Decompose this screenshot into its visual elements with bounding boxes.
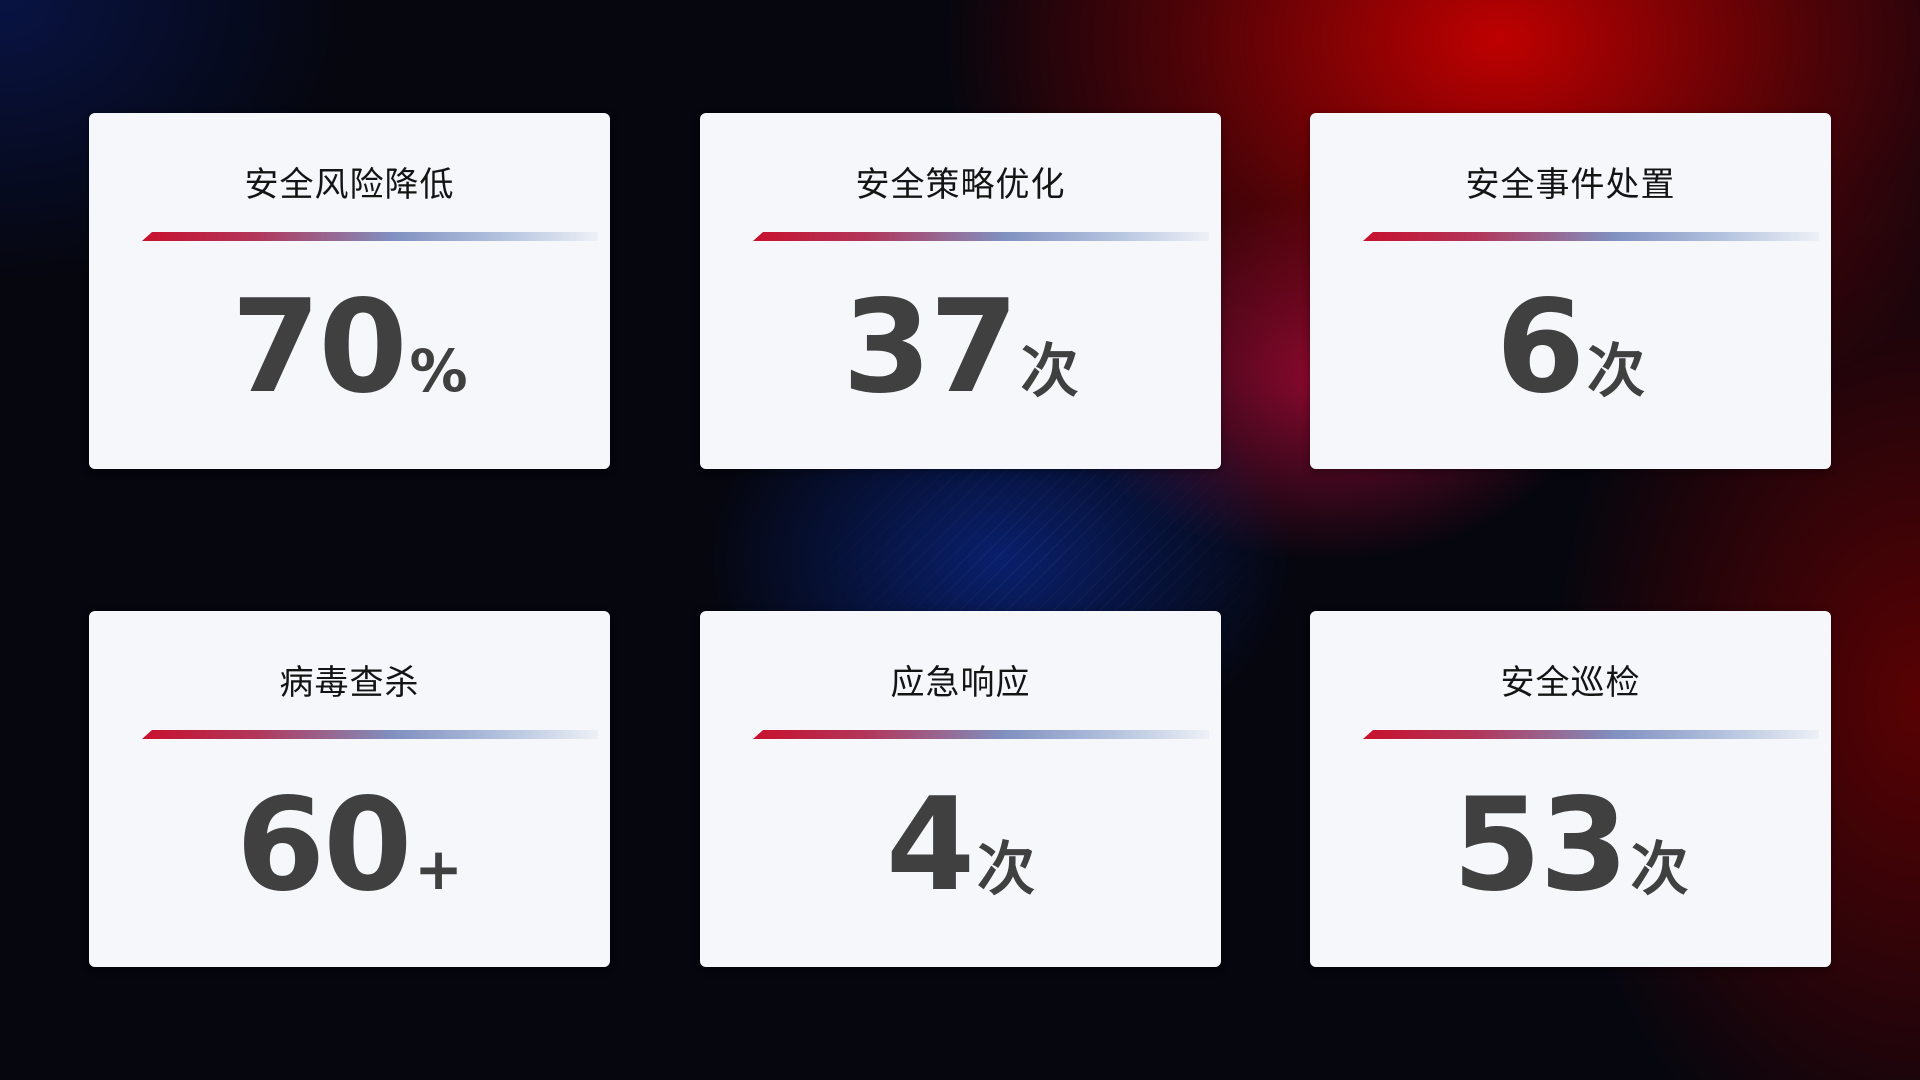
card-divider: [1363, 730, 1819, 739]
card-divider: [753, 730, 1209, 739]
card-value: 53次: [1310, 771, 1831, 920]
stat-card-emergency-response: 应急响应 4次: [700, 611, 1221, 967]
stat-card-risk-reduction: 安全风险降低 70%: [89, 113, 610, 469]
value-number: 53: [1452, 771, 1628, 920]
stat-card-incident-handling: 安全事件处置 6次: [1310, 113, 1831, 469]
value-unit: 次: [977, 835, 1036, 903]
card-divider: [142, 232, 598, 241]
card-value: 6次: [1310, 273, 1831, 422]
card-value: 60+: [89, 771, 610, 920]
value-number: 60: [236, 771, 412, 920]
card-title: 安全策略优化: [855, 165, 1066, 205]
card-title: 安全事件处置: [1465, 165, 1676, 205]
card-divider: [142, 730, 598, 739]
card-value: 70%: [89, 273, 610, 422]
card-divider: [1363, 232, 1819, 241]
card-title: 安全风险降低: [244, 165, 455, 205]
value-number: 37: [842, 273, 1018, 422]
card-value: 37次: [700, 273, 1221, 422]
stat-card-security-inspection: 安全巡检 53次: [1310, 611, 1831, 967]
card-title: 安全巡检: [1500, 663, 1641, 703]
value-number: 6: [1495, 273, 1585, 422]
card-title: 应急响应: [890, 663, 1031, 703]
value-unit: +: [414, 835, 463, 903]
value-unit: 次: [1587, 337, 1646, 405]
stat-card-virus-removal: 病毒查杀 60+: [89, 611, 610, 967]
card-value: 4次: [700, 771, 1221, 920]
value-unit: %: [409, 337, 468, 405]
value-number: 4: [885, 771, 975, 920]
value-number: 70: [231, 273, 407, 422]
stat-card-policy-optimization: 安全策略优化 37次: [700, 113, 1221, 469]
card-title: 病毒查杀: [279, 663, 420, 703]
value-unit: 次: [1020, 337, 1079, 405]
card-divider: [753, 232, 1209, 241]
value-unit: 次: [1630, 835, 1689, 903]
